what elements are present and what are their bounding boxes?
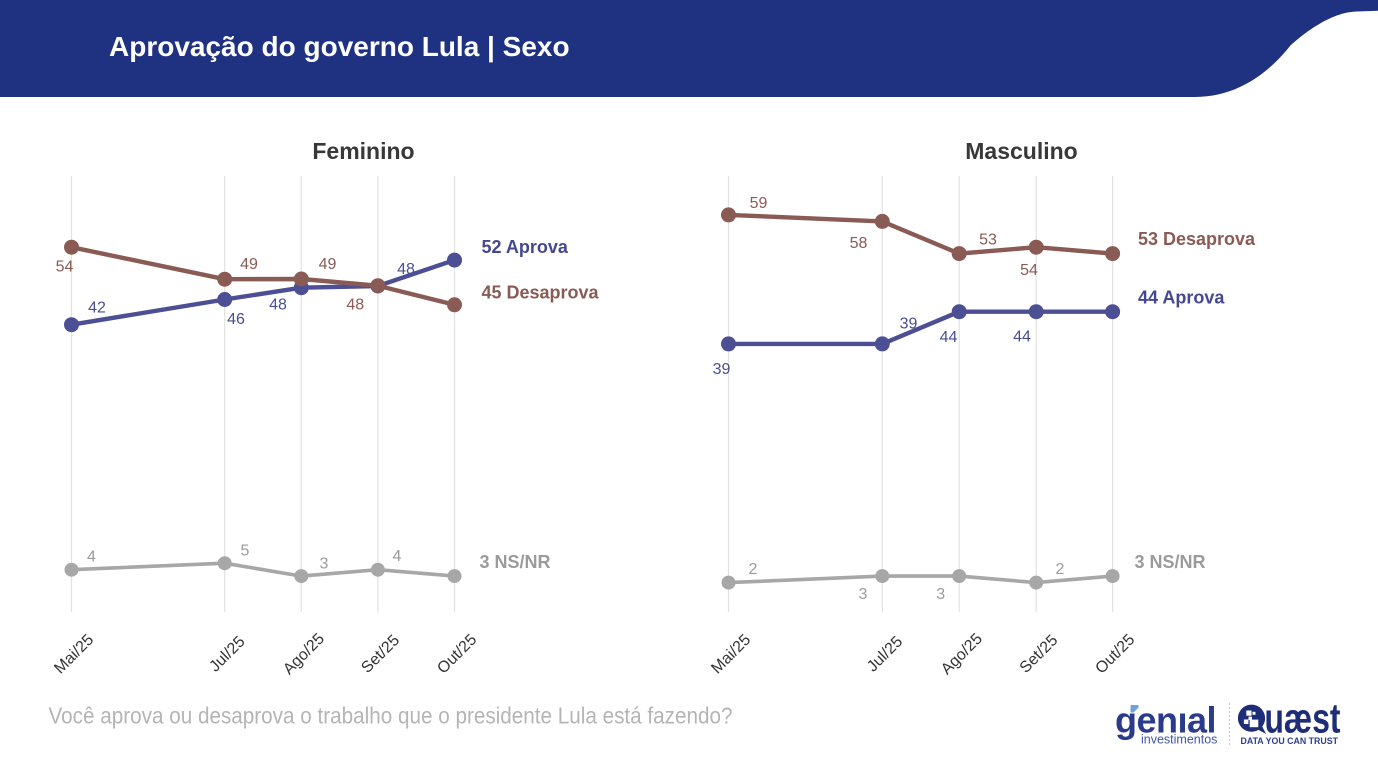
svg-text:54: 54 bbox=[1020, 262, 1038, 279]
svg-text:42: 42 bbox=[88, 299, 106, 316]
svg-text:46: 46 bbox=[227, 311, 245, 328]
svg-text:5: 5 bbox=[241, 542, 250, 559]
svg-text:3: 3 bbox=[320, 556, 329, 573]
svg-text:Aprovação do governo Lula | Se: Aprovação do governo Lula | Sexo bbox=[109, 31, 570, 62]
svg-text:59: 59 bbox=[750, 195, 768, 212]
svg-text:Feminino: Feminino bbox=[312, 138, 414, 164]
svg-text:4: 4 bbox=[393, 548, 402, 565]
svg-text:44: 44 bbox=[940, 329, 958, 346]
svg-text:58: 58 bbox=[850, 235, 868, 252]
svg-text:48: 48 bbox=[397, 261, 415, 278]
svg-text:Você aprova ou desaprova o tra: Você aprova ou desaprova o trabalho que … bbox=[49, 703, 733, 729]
svg-text:Set/25: Set/25 bbox=[358, 632, 403, 677]
svg-text:44: 44 bbox=[1013, 329, 1031, 346]
svg-text:Ago/25: Ago/25 bbox=[938, 630, 986, 678]
svg-text:Set/25: Set/25 bbox=[1017, 632, 1062, 677]
svg-text:52 Aprova: 52 Aprova bbox=[482, 237, 569, 257]
svg-text:DATA YOU CAN TRUST: DATA YOU CAN TRUST bbox=[1241, 736, 1339, 747]
svg-text:Ago/25: Ago/25 bbox=[280, 630, 328, 678]
svg-text:Jul/25: Jul/25 bbox=[864, 633, 906, 675]
svg-text:53: 53 bbox=[979, 232, 997, 249]
svg-text:45 Desaprova: 45 Desaprova bbox=[482, 283, 600, 303]
svg-text:3 NS/NR: 3 NS/NR bbox=[1135, 552, 1206, 572]
svg-text:uæst: uæst bbox=[1265, 695, 1341, 742]
svg-text:39: 39 bbox=[900, 316, 918, 333]
svg-text:53 Desaprova: 53 Desaprova bbox=[1138, 229, 1256, 249]
svg-text:Out/25: Out/25 bbox=[434, 631, 480, 677]
svg-text:3: 3 bbox=[859, 586, 868, 603]
svg-text:Jul/25: Jul/25 bbox=[206, 633, 248, 675]
svg-text:investimentos: investimentos bbox=[1141, 733, 1217, 747]
svg-text:2: 2 bbox=[1056, 561, 1065, 578]
svg-text:3 NS/NR: 3 NS/NR bbox=[480, 552, 551, 572]
svg-text:2: 2 bbox=[749, 561, 758, 578]
svg-text:Mai/25: Mai/25 bbox=[51, 631, 97, 677]
svg-text:48: 48 bbox=[269, 297, 287, 314]
svg-text:Masculino: Masculino bbox=[965, 138, 1077, 164]
svg-text:Mai/25: Mai/25 bbox=[708, 631, 754, 677]
svg-text:4: 4 bbox=[87, 549, 96, 566]
svg-text:54: 54 bbox=[56, 258, 74, 275]
svg-text:Out/25: Out/25 bbox=[1092, 631, 1138, 677]
svg-text:3: 3 bbox=[936, 586, 945, 603]
svg-text:39: 39 bbox=[713, 361, 731, 378]
svg-text:48: 48 bbox=[346, 297, 364, 314]
svg-text:49: 49 bbox=[240, 256, 258, 273]
svg-text:44 Aprova: 44 Aprova bbox=[1138, 288, 1225, 308]
svg-text:49: 49 bbox=[319, 256, 337, 273]
